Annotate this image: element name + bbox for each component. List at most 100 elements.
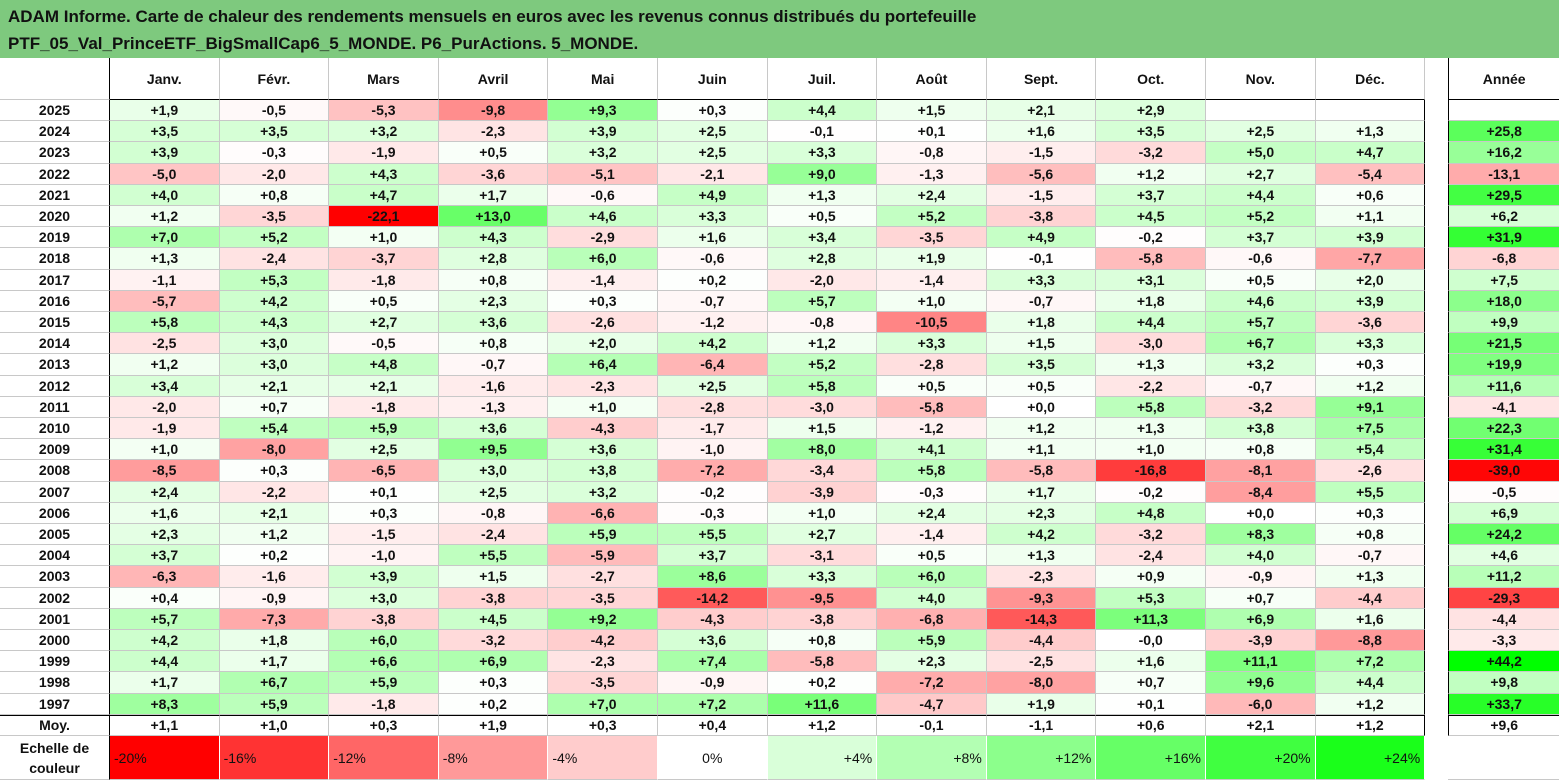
heatmap-cell: -2,3	[986, 566, 1097, 588]
heatmap-cell: +7,4	[658, 651, 768, 673]
heatmap-cell: +3,4	[767, 227, 878, 249]
color-scale-swatch: 0%	[658, 736, 768, 780]
heatmap-cell: +2,0	[1315, 269, 1426, 291]
year-label: 2023	[0, 142, 110, 164]
scale-tick-label: -16%	[223, 749, 257, 766]
heatmap-cell: -2,4	[219, 248, 330, 270]
heatmap-cell: +4,7	[329, 184, 439, 206]
annual-cell	[1448, 100, 1559, 122]
heatmap-cell: +1,7	[438, 184, 549, 206]
scale-tick-label: +4%	[843, 749, 873, 766]
heatmap-cell: -2,3	[548, 375, 658, 397]
heatmap-cell: +5,2	[219, 227, 330, 249]
year-label: 2016	[0, 290, 110, 312]
heatmap-cell: +2,4	[110, 481, 220, 503]
heatmap-cell: -4,2	[548, 630, 658, 652]
heatmap-cell: -0,3	[219, 142, 330, 164]
heatmap-cell: +1,3	[1096, 354, 1206, 376]
heatmap-cell: +1,3	[1315, 121, 1426, 143]
heatmap-cell: +2,5	[1206, 121, 1316, 143]
heatmap-cell: -3,2	[438, 630, 549, 652]
heatmap-cell: -2,2	[1096, 375, 1206, 397]
heatmap-cell: +3,8	[1206, 418, 1316, 440]
heatmap-cell: -3,6	[1315, 312, 1426, 334]
heatmap-cell: +2,5	[658, 121, 768, 143]
heatmap-cell: +4,5	[1096, 206, 1206, 228]
heatmap-cell: +3,6	[658, 630, 768, 652]
heatmap-cell: -5,8	[767, 651, 878, 673]
heatmap-cell: +3,7	[1206, 227, 1316, 249]
heatmap-cell: +1,6	[110, 502, 220, 524]
heatmap-cell: +7,0	[110, 227, 220, 249]
heatmap-cell	[1315, 100, 1426, 122]
heatmap-cell: +1,0	[329, 227, 439, 249]
year-label: 2024	[0, 121, 110, 143]
heatmap-cell: -3,5	[548, 587, 658, 609]
heatmap-cell: -4,3	[548, 418, 658, 440]
heatmap-cell: +3,9	[329, 566, 439, 588]
heatmap-cell: -5,8	[1096, 248, 1206, 270]
heatmap-cell: +0,1	[877, 121, 987, 143]
heatmap-cell: +4,3	[219, 312, 330, 334]
heatmap-cell: +1,6	[986, 121, 1097, 143]
heatmap-cell: -2,3	[548, 651, 658, 673]
heatmap-cell: +5,8	[1096, 396, 1206, 418]
heatmap-cell: +8,3	[110, 693, 220, 715]
color-scale-swatch: -8%	[438, 736, 549, 780]
heatmap-cell: -3,4	[767, 460, 878, 482]
heatmap-cell: -2,5	[110, 333, 220, 355]
heatmap-cell: -1,1	[986, 714, 1097, 736]
heatmap-cell: +0,2	[438, 693, 549, 715]
year-label: 2010	[0, 418, 110, 440]
heatmap-cell: +5,2	[1206, 206, 1316, 228]
heatmap-cell: -1,5	[329, 524, 439, 546]
heatmap-cell: -0,7	[438, 354, 549, 376]
heatmap-cell: -2,0	[767, 269, 878, 291]
heatmap-cell: -8,8	[1315, 630, 1426, 652]
color-scale-swatch: +4%	[767, 736, 878, 780]
heatmap-cell: +0,0	[986, 396, 1097, 418]
heatmap-cell: +0,3	[438, 672, 549, 694]
heatmap-cell: +0,3	[658, 100, 768, 122]
year-label: 1998	[0, 672, 110, 694]
year-label: 2014	[0, 333, 110, 355]
heatmap-cell: +4,4	[767, 100, 878, 122]
heatmap-cell: -9,8	[438, 100, 549, 122]
annual-cell: +11,6	[1448, 375, 1559, 397]
scale-tick-label: +12%	[1055, 749, 1092, 766]
heatmap-cell: +6,7	[1206, 333, 1316, 355]
heatmap-cell: +6,9	[1206, 608, 1316, 630]
heatmap-cell: -0,1	[877, 714, 987, 736]
annual-cell: +18,0	[1448, 290, 1559, 312]
annual-cell: +7,5	[1448, 269, 1559, 291]
heatmap-cell: -0,9	[1206, 566, 1316, 588]
heatmap-cell: +3,9	[110, 142, 220, 164]
annual-cell: -29,3	[1448, 587, 1559, 609]
year-label: 2022	[0, 163, 110, 185]
heatmap-cell: +5,4	[219, 418, 330, 440]
heatmap-cell: +4,1	[877, 439, 987, 461]
heatmap-cell: -1,4	[877, 269, 987, 291]
heatmap-cell: +2,5	[329, 439, 439, 461]
heatmap-cell: -3,8	[438, 587, 549, 609]
heatmap-cell: -5,8	[877, 396, 987, 418]
annual-cell: +21,5	[1448, 333, 1559, 355]
heatmap-cell: +2,4	[877, 502, 987, 524]
color-scale-swatch: -16%	[219, 736, 330, 780]
heatmap-cell: +1,1	[1315, 206, 1426, 228]
heatmap-cell: -3,5	[877, 227, 987, 249]
scale-tick-label: +16%	[1164, 749, 1201, 766]
annual-cell: -13,1	[1448, 163, 1559, 185]
heatmap-cell: -1,7	[658, 418, 768, 440]
heatmap-cell: -0,8	[767, 312, 878, 334]
annual-cell: +11,2	[1448, 566, 1559, 588]
heatmap-cell: -0,6	[1206, 248, 1316, 270]
heatmap-cell: -0,7	[986, 290, 1097, 312]
heatmap-cell: +3,3	[1315, 333, 1426, 355]
heatmap-cell: +0,3	[1315, 502, 1426, 524]
heatmap-cell: +4,0	[110, 184, 220, 206]
heatmap-cell: +0,8	[219, 184, 330, 206]
heatmap-cell: -5,9	[548, 545, 658, 567]
heatmap-cell: +4,2	[658, 333, 768, 355]
heatmap-cell: +3,0	[219, 333, 330, 355]
